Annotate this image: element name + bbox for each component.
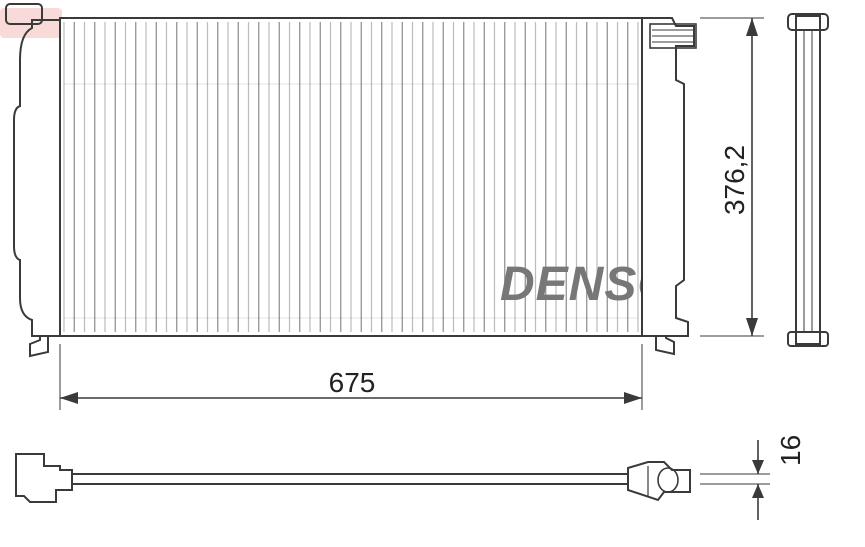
dimension-depth: 16 [700,435,806,520]
radiator-top-view [16,454,690,502]
dim-depth-label: 16 [775,435,806,466]
radiator-front-view: DENSO [6,4,696,356]
dimension-width: 675 [60,344,642,410]
technical-drawing: DENSO 675 [0,0,865,547]
dimension-height: 376,2 [700,18,764,336]
radiator-side-view [788,14,828,346]
dim-width-label: 675 [329,367,376,398]
dim-height-label: 376,2 [719,145,750,215]
